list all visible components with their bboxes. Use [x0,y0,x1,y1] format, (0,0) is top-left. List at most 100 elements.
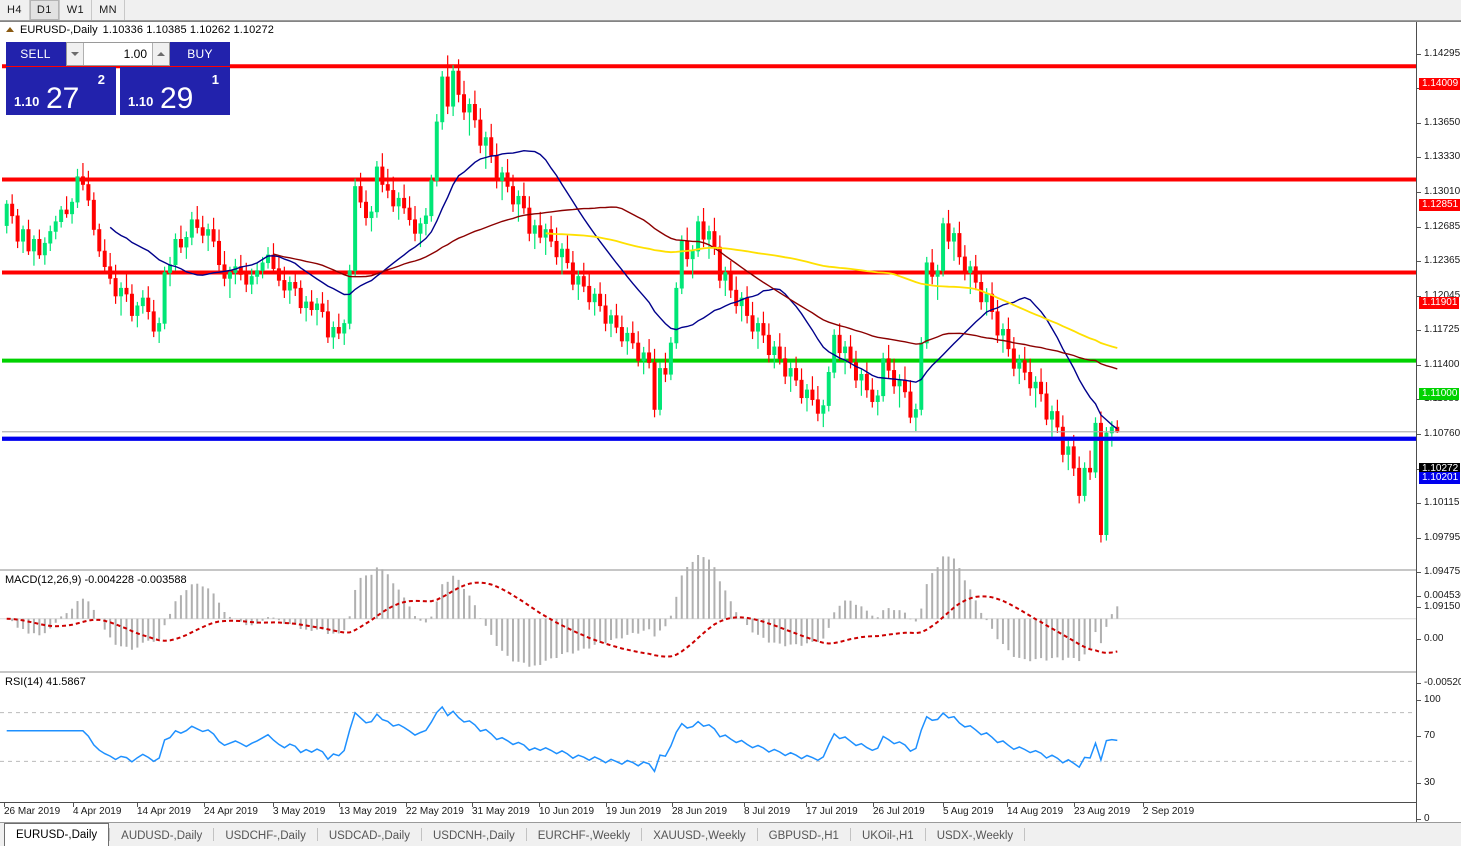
symbol-tab-usdchf--daily[interactable]: USDCHF-,Daily [225,829,306,842]
timeframe-button-w1[interactable]: W1 [59,0,93,20]
candle-body [1060,426,1065,455]
triangle-up-icon[interactable] [6,27,14,32]
candle-body [576,276,581,285]
sell-price-button[interactable]: 1.10 27 2 [6,67,116,115]
candle-body [146,297,151,312]
date-axis-label: 3 May 2019 [273,806,326,817]
symbol-tab-ukoil--h1[interactable]: UKOil-,H1 [861,829,914,842]
timeframe-button-mn[interactable]: MN [92,0,125,20]
candle-body [369,211,374,219]
timeframe-button-h4[interactable]: H4 [0,0,30,20]
date-axis-label: 17 Jul 2019 [806,806,858,817]
axis-tick [1417,54,1421,55]
candle-body [962,256,967,273]
candle-body [200,227,205,236]
candle-body [1044,393,1049,420]
candle-body [396,197,401,207]
buy-price-button[interactable]: 1.10 29 1 [120,67,230,115]
caret-up-icon [157,52,165,56]
rsi-line [6,705,1118,774]
date-axis-label: 28 Jun 2019 [672,806,728,817]
volume-stepper[interactable]: 1.00 [66,42,170,66]
candle-body [304,301,309,309]
symbol-tab-usdx--weekly[interactable]: USDX-,Weekly [936,829,1014,842]
ma-slow-line [545,232,1118,349]
tab-separator [109,828,111,841]
candle-body [364,201,369,219]
candle-body [1017,360,1022,369]
candle-body [783,358,788,377]
date-axis-tick [472,803,473,807]
candle-body [739,297,744,307]
candle-body [538,225,543,238]
price-axis-tick-label: 1.13650 [1424,117,1461,128]
axis-tick [1417,227,1421,228]
symbol-tab-xauusd--weekly[interactable]: XAUUSD-,Weekly [653,829,746,842]
candle-body [984,293,989,303]
candle-body [810,389,815,401]
candle-body [413,219,418,234]
axis-tick [1417,736,1421,737]
candle-body [750,315,755,332]
candle-body [870,389,875,402]
candle-body [1039,381,1044,395]
candle-body [995,311,1000,336]
symbol-tab-usdcnh--daily[interactable]: USDCNH-,Daily [432,829,515,842]
date-axis-tick [1007,803,1008,807]
candle-body [674,287,679,344]
timeframe-button-d1[interactable]: D1 [29,0,60,20]
symbol-tab-usdcad--daily[interactable]: USDCAD-,Daily [328,829,410,842]
symbol-tab-eurchf--weekly[interactable]: EURCHF-,Weekly [537,829,631,842]
macd-indicator-label: MACD(12,26,9) -0.004228 -0.003588 [5,574,187,586]
candle-body [483,137,488,146]
candle-body [500,172,505,181]
sell-price-fraction: 2 [97,72,105,87]
sell-button[interactable]: SELL [6,42,66,66]
chart-canvas[interactable] [0,22,1416,803]
tab-separator [525,828,527,841]
tab-separator [924,828,926,841]
symbol-tab-audusd--daily[interactable]: AUDUSD-,Daily [121,829,203,842]
volume-input[interactable]: 1.00 [84,43,152,65]
candle-body [755,323,760,332]
candle-body [53,221,58,232]
symbol-tab-eurusd--daily[interactable]: EURUSD-,Daily [4,823,110,846]
candle-body [178,238,183,248]
candle-body [1082,467,1087,496]
candle-body [64,209,69,215]
axis-tick [1417,572,1421,573]
candle-body [423,215,428,224]
candle-body [930,262,935,277]
candle-body [119,287,124,297]
one-click-trading-panel[interactable]: SELL 1.00 BUY 1.10 27 2 [6,42,230,115]
candle-body [113,278,118,297]
price-level-badge[interactable]: 1.11000 [1419,388,1460,400]
volume-decrease-button[interactable] [67,43,84,65]
candle-body [554,240,559,258]
price-axis[interactable]: 1.142951.139731.136501.133301.130101.126… [1416,22,1461,824]
buy-button[interactable]: BUY [170,42,230,66]
price-level-badge[interactable]: 1.10201 [1419,472,1461,484]
candle-body [1104,432,1109,535]
price-level-badge[interactable]: 1.14009 [1419,78,1461,90]
candle-body [728,272,733,291]
candle-body [374,166,379,213]
price-level-badge[interactable]: 1.12851 [1419,199,1461,211]
date-axis[interactable]: 26 Mar 2019 4 Apr 2019 14 Apr 2019 24 Apr 2… [0,802,1416,822]
volume-increase-button[interactable] [152,43,169,65]
candle-body [456,70,461,95]
candle-body [581,276,586,287]
candle-body [897,379,902,387]
candle-body [249,276,254,285]
candle-body [48,231,53,244]
candle-body [1088,467,1093,473]
symbol-tab-gbpusd--h1[interactable]: GBPUSD-,H1 [768,829,839,842]
price-axis-tick-label: 1.14295 [1424,48,1461,59]
price-level-badge[interactable]: 1.11901 [1419,297,1460,309]
candle-body [407,207,412,221]
axis-tick [1417,596,1421,597]
candle-body [1011,348,1016,369]
candle-body [472,103,477,121]
candle-body [647,352,652,363]
candle-body [315,303,320,311]
